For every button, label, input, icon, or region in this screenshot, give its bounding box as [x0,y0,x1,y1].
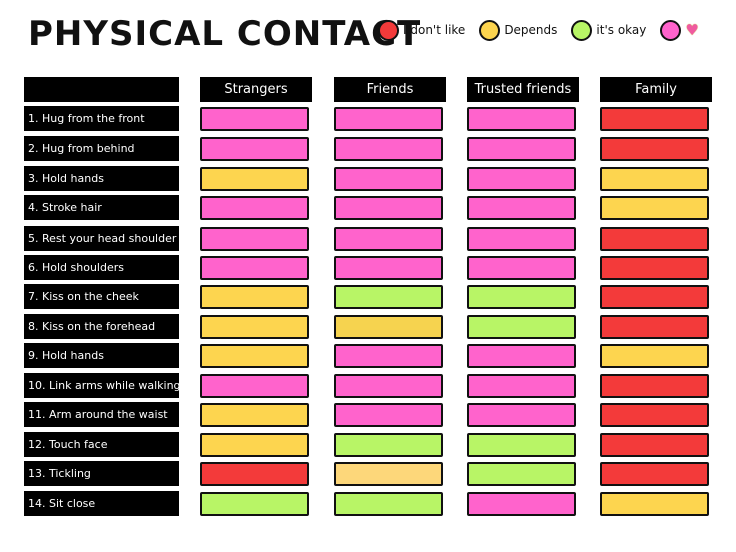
legend-item-okay: it's okay [571,19,647,41]
row-label: 5. Rest your head shoulder [24,226,179,251]
rating-cell [334,344,443,368]
rating-cell [200,137,309,161]
legend: I don't like Depends it's okay ♥ [378,16,713,44]
rating-cell [600,315,709,339]
rating-cell [334,374,443,398]
rating-cell [600,344,709,368]
rating-cell [467,374,576,398]
legend-item-love: ♥ [660,19,699,41]
legend-dot-green [571,19,593,41]
column-header-friends: Friends [334,77,446,102]
rating-cell [200,256,309,280]
rating-cell [334,137,443,161]
rating-cell [334,196,443,220]
row-label: 6. Hold shoulders [24,255,179,280]
rating-cell [600,196,709,220]
rating-cell [600,256,709,280]
rating-cell [600,137,709,161]
rating-cell [334,227,443,251]
rating-cell [334,315,443,339]
rating-cell [200,285,309,309]
row-label: 13. Tickling [24,461,179,486]
row-label: 8. Kiss on the forehead [24,314,179,339]
rating-cell [200,403,309,427]
rating-cell [200,167,309,191]
legend-dot-red [378,19,399,41]
rating-cell [467,137,576,161]
row-label: 10. Link arms while walking [24,373,179,398]
rating-cell [467,167,576,191]
rating-cell [200,196,309,220]
rating-cell [200,492,309,516]
rating-cell [467,107,576,131]
legend-item-dont-like: I don't like [378,19,466,41]
rating-cell [200,227,309,251]
row-label: 11. Arm around the waist [24,402,179,427]
rating-cell [600,285,709,309]
rating-cell [334,167,443,191]
rating-cell [200,107,309,131]
rating-cell [467,227,576,251]
rating-cell [467,285,576,309]
column-header-family: Family [600,77,712,102]
column-header-strangers: Strangers [200,77,312,102]
rating-cell [200,433,309,457]
rating-cell [600,167,709,191]
rating-cell [200,315,309,339]
row-label: 3. Hold hands [24,166,179,191]
rating-cell [467,403,576,427]
rating-cell [334,285,443,309]
rating-cell [467,492,576,516]
rating-cell [600,227,709,251]
legend-label: it's okay [596,23,647,37]
rating-cell [467,344,576,368]
row-label: 9. Hold hands [24,343,179,368]
rating-cell [334,256,443,280]
rating-cell [467,196,576,220]
row-header-corner [24,77,179,102]
column-header-trusted-friends: Trusted friends [467,77,579,102]
rating-cell [600,433,709,457]
rating-cell [600,107,709,131]
rating-cell [467,256,576,280]
row-label: 12. Touch face [24,432,179,457]
rating-cell [200,462,309,486]
rating-cell [334,403,443,427]
row-label: 1. Hug from the front [24,106,179,131]
rating-cell [467,462,576,486]
rating-cell [467,315,576,339]
legend-label: Depends [504,23,558,37]
rating-cell [334,462,443,486]
rating-cell [600,492,709,516]
rating-cell [200,374,309,398]
row-label: 4. Stroke hair [24,195,179,220]
row-label: 7. Kiss on the cheek [24,284,179,309]
rating-cell [600,403,709,427]
page-title: PHYSICAL CONTACT [28,14,422,54]
legend-dot-yellow [479,19,501,41]
rating-cell [334,492,443,516]
rating-cell [334,433,443,457]
rating-cell [200,344,309,368]
legend-label: I don't like [403,23,466,37]
rating-cell [600,462,709,486]
sparkling-heart-icon: ♥ [685,21,699,39]
rating-cell [600,374,709,398]
row-label: 2. Hug from behind [24,136,179,161]
legend-item-depends: Depends [479,19,558,41]
row-label: 14. Sit close [24,491,179,516]
rating-cell [334,107,443,131]
rating-cell [467,433,576,457]
legend-dot-pink [660,19,682,41]
